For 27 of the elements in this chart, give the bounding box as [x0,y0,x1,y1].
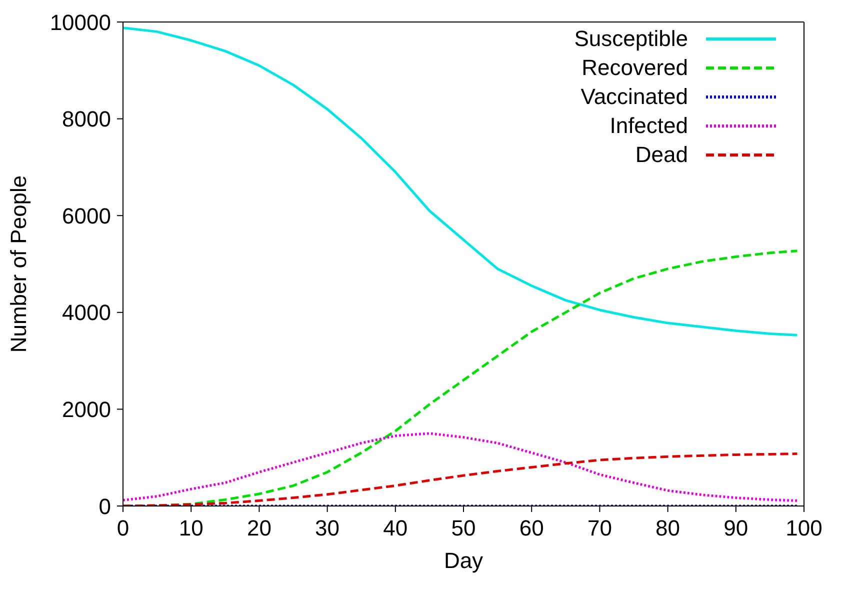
x-tick-label: 20 [246,516,272,541]
y-tick-label: 4000 [62,300,111,326]
x-tick-label: 40 [383,516,408,541]
y-tick-label: 0 [98,494,111,519]
line-series [123,26,798,336]
x-axis-title: Day [444,548,484,573]
x-tick-label: 60 [519,516,544,541]
y-tick-label: 2000 [62,397,111,422]
x-tick-label: 70 [587,516,612,541]
line-series [123,452,798,506]
legend-label: Susceptible [574,25,688,53]
y-tick-label: 10000 [50,10,111,35]
legend-label: Infected [610,112,688,140]
x-tick-label: 0 [116,516,130,541]
line-series [123,432,798,502]
y-tick-label: 6000 [62,203,111,228]
x-tick-label: 80 [656,516,680,541]
x-tick-label: 100 [786,516,822,541]
legend-label: Vaccinated [580,83,688,111]
x-tick-label: 90 [724,516,748,541]
x-tick-label: 30 [315,516,340,541]
x-tick-label: 10 [178,516,204,541]
legend-label: Recovered [582,54,688,82]
legend-label: Dead [635,141,688,169]
x-tick-label: 50 [451,516,476,541]
y-tick-label: 8000 [62,106,111,132]
y-axis-title: Number of People [6,175,31,353]
